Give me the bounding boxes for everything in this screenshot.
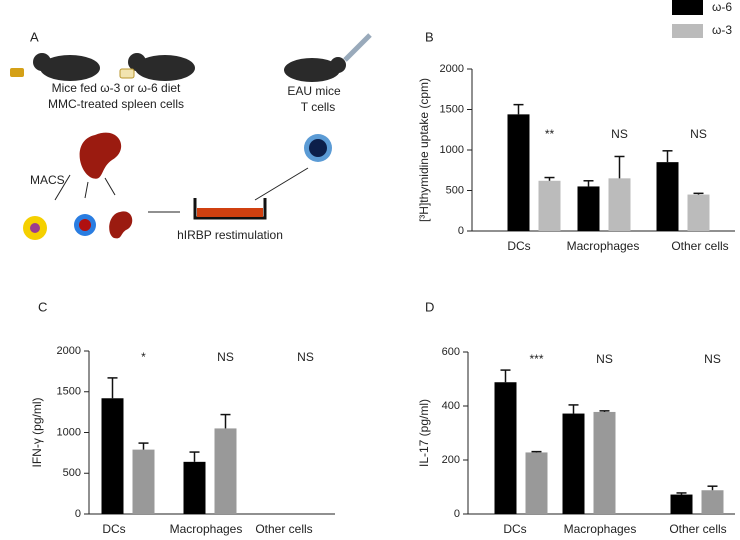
x-tick-label: Other cells bbox=[671, 239, 728, 253]
bar bbox=[101, 398, 124, 514]
y-tick-label: 200 bbox=[442, 454, 460, 466]
significance: NS bbox=[297, 350, 314, 364]
y-tick-label: 0 bbox=[454, 508, 460, 520]
diagram-text: MACS bbox=[30, 173, 65, 187]
significance: NS bbox=[690, 127, 707, 141]
y-axis-label: [³H]thymidine uptake (cpm) bbox=[417, 78, 431, 222]
arrows bbox=[54, 167, 309, 213]
bar bbox=[494, 382, 517, 514]
y-tick-label: 500 bbox=[446, 184, 464, 196]
y-tick-label: 400 bbox=[442, 400, 460, 412]
significance: NS bbox=[596, 352, 613, 366]
significance: NS bbox=[217, 350, 234, 364]
bar bbox=[670, 494, 693, 514]
panel-label: D bbox=[425, 299, 434, 314]
bar bbox=[687, 194, 710, 231]
x-tick-label: DCs bbox=[102, 522, 125, 536]
panel-label: B bbox=[425, 29, 434, 44]
diagram: A Mice fed ω-3 or ω-6 diet MMC-treated s… bbox=[10, 29, 372, 242]
x-tick-label: Other cells bbox=[255, 522, 312, 536]
y-tick-label: 1000 bbox=[440, 144, 464, 156]
bar bbox=[608, 178, 631, 231]
x-tick-label: Macrophages bbox=[170, 522, 243, 536]
bar bbox=[538, 180, 561, 231]
significance: NS bbox=[704, 352, 721, 366]
y-tick-label: 1500 bbox=[440, 103, 464, 115]
diagram-text: Mice fed ω-3 or ω-6 diet bbox=[52, 81, 181, 95]
dish bbox=[193, 198, 267, 220]
panel-label: C bbox=[38, 299, 47, 314]
diagram-text: hIRBP restimulation bbox=[177, 228, 283, 242]
other-cell bbox=[109, 211, 133, 239]
diagram-text: MMC-treated spleen cells bbox=[48, 97, 184, 111]
bar bbox=[525, 452, 548, 514]
panel-label: A bbox=[30, 29, 39, 44]
mouse-icons bbox=[33, 53, 346, 82]
food-pellet bbox=[119, 68, 135, 79]
bar bbox=[183, 461, 206, 514]
food-pellet bbox=[10, 68, 24, 77]
x-tick-label: Macrophages bbox=[567, 239, 640, 253]
y-axis-label: IFN-γ (pg/ml) bbox=[30, 398, 44, 468]
significance: ** bbox=[545, 127, 555, 141]
diagram-text: T cells bbox=[301, 100, 335, 114]
bar bbox=[507, 114, 530, 231]
bar bbox=[214, 428, 237, 514]
y-tick-label: 1500 bbox=[57, 386, 81, 398]
spleen bbox=[79, 132, 122, 179]
legend-swatch bbox=[672, 0, 703, 15]
x-tick-label: Macrophages bbox=[564, 522, 637, 536]
bar bbox=[132, 449, 155, 514]
x-tick-label: DCs bbox=[507, 239, 530, 253]
bar bbox=[562, 413, 585, 514]
x-tick-label: Other cells bbox=[669, 522, 726, 536]
significance: * bbox=[141, 350, 146, 364]
y-tick-label: 1000 bbox=[57, 426, 81, 438]
syringe bbox=[343, 33, 372, 62]
legend-label: ω-3 bbox=[712, 23, 732, 37]
bar bbox=[577, 186, 600, 231]
legend-label: ω-6 bbox=[712, 0, 732, 14]
bar bbox=[701, 490, 724, 514]
y-tick-label: 0 bbox=[75, 508, 81, 520]
bar bbox=[593, 411, 616, 514]
significance: NS bbox=[611, 127, 628, 141]
y-tick-label: 2000 bbox=[440, 63, 464, 75]
significance: *** bbox=[529, 352, 543, 366]
y-axis-label: IL-17 (pg/ml) bbox=[417, 399, 431, 467]
y-tick-label: 2000 bbox=[57, 345, 81, 357]
y-tick-label: 600 bbox=[442, 346, 460, 358]
y-tick-label: 500 bbox=[63, 467, 81, 479]
bar bbox=[656, 162, 679, 231]
diagram-text: EAU mice bbox=[287, 84, 341, 98]
x-tick-label: DCs bbox=[503, 522, 526, 536]
y-tick-label: 0 bbox=[458, 225, 464, 237]
legend-swatch bbox=[672, 24, 703, 38]
